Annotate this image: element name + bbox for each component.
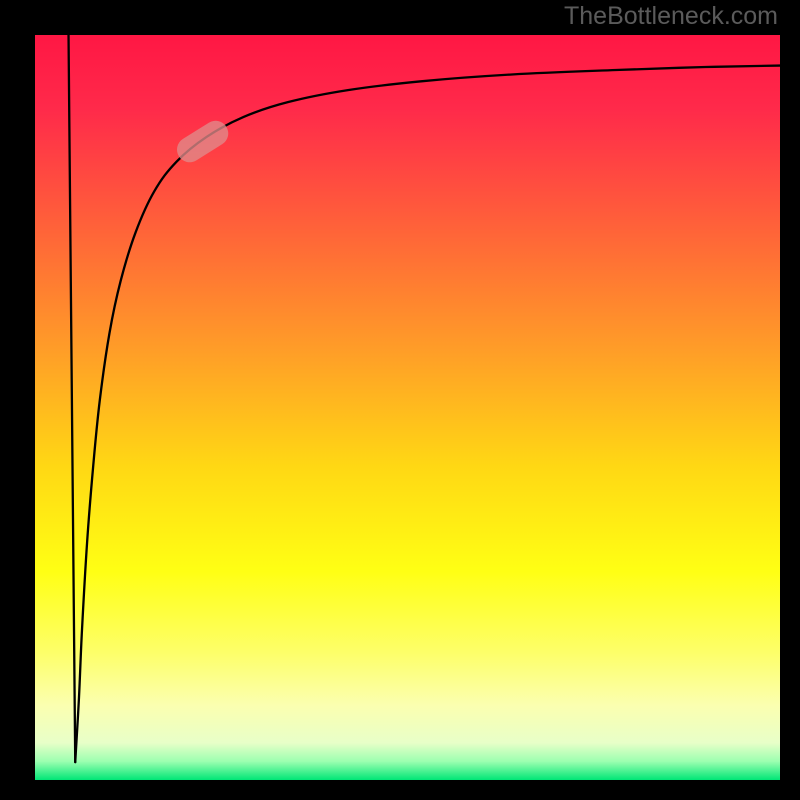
chart-svg-layer xyxy=(35,35,780,780)
highlight-marker xyxy=(172,116,233,167)
watermark-text: TheBottleneck.com xyxy=(564,2,778,31)
plot-area xyxy=(35,35,780,780)
curve-spike-down xyxy=(69,35,76,762)
curve-main-curve xyxy=(75,66,780,763)
